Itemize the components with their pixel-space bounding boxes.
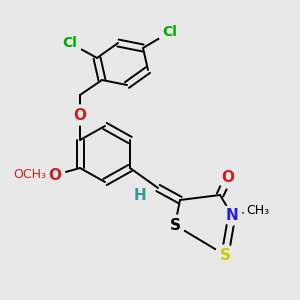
- Text: H: H: [134, 188, 146, 202]
- Text: S: S: [169, 218, 181, 232]
- Text: O: O: [49, 167, 62, 182]
- Circle shape: [165, 215, 185, 235]
- Circle shape: [158, 20, 182, 44]
- Circle shape: [45, 165, 65, 185]
- Text: OCH₃: OCH₃: [14, 169, 46, 182]
- Circle shape: [58, 31, 82, 55]
- Text: N: N: [226, 208, 238, 223]
- Text: CH₃: CH₃: [246, 203, 270, 217]
- Circle shape: [16, 161, 44, 189]
- Text: Cl: Cl: [63, 36, 77, 50]
- Circle shape: [222, 205, 242, 225]
- Text: O: O: [221, 170, 235, 185]
- Circle shape: [218, 168, 238, 188]
- Circle shape: [215, 245, 235, 265]
- Text: S: S: [220, 248, 230, 262]
- Circle shape: [70, 105, 90, 125]
- Text: Cl: Cl: [163, 25, 177, 39]
- Circle shape: [244, 196, 272, 224]
- Circle shape: [130, 185, 150, 205]
- Text: O: O: [74, 107, 86, 122]
